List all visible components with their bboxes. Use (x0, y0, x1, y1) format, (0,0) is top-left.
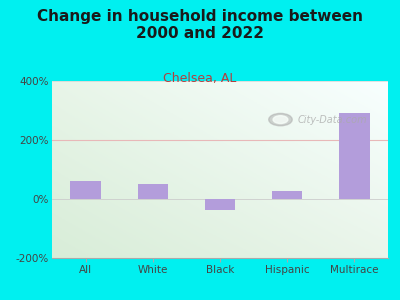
Bar (138, 184, 168, 199)
Text: Chelsea, AL: Chelsea, AL (163, 72, 237, 85)
Text: Change in household income between
2000 and 2022: Change in household income between 2000 … (37, 9, 363, 41)
Bar (205, 199, 235, 210)
Bar (339, 113, 370, 199)
Bar (70, 181, 101, 199)
Circle shape (269, 113, 292, 126)
Circle shape (273, 116, 288, 124)
Text: City-Data.com: City-Data.com (297, 115, 367, 125)
Bar (272, 191, 302, 199)
